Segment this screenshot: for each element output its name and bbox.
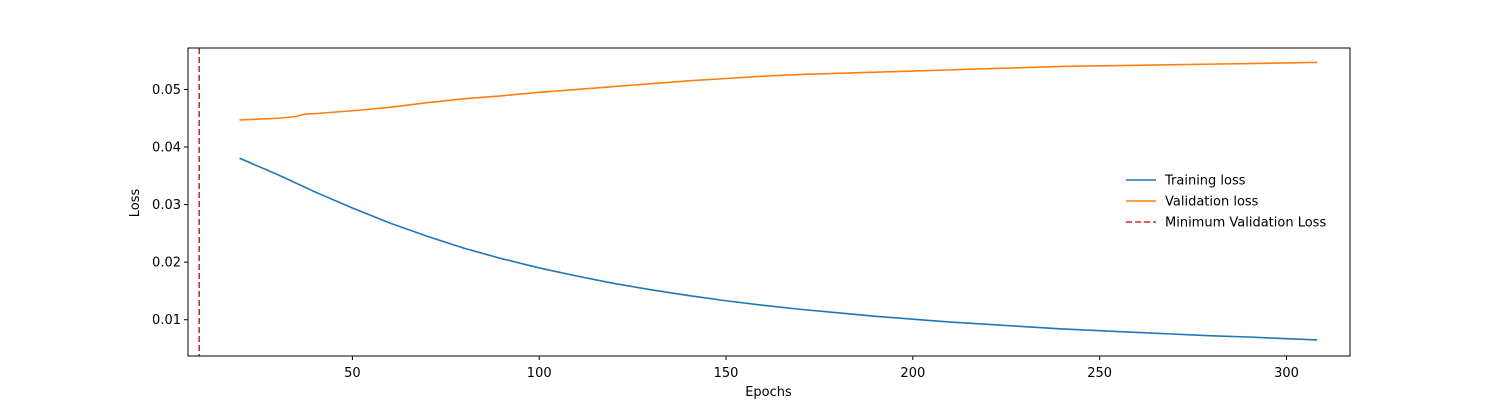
legend: Training loss Validation loss Minimum Vali… [1126, 174, 1326, 231]
plot-frame [187, 47, 1351, 357]
legend-label-validation-loss: Validation loss [1165, 195, 1259, 210]
y-tick-label: 0.03 [152, 198, 181, 213]
y-tick-label: 0.05 [152, 83, 181, 98]
y-tick-label: 0.01 [152, 313, 181, 328]
y-tick-label: 0.02 [152, 256, 181, 271]
x-tick-label: 200 [900, 366, 925, 381]
series-line-training-loss [239, 157, 1318, 341]
x-tick-label: 50 [344, 366, 361, 381]
y-axis-label: Loss [128, 189, 143, 218]
legend-label-training-loss: Training loss [1164, 174, 1246, 189]
legend-label-minimum-validation-loss: Minimum Validation Loss [1165, 216, 1326, 231]
x-tick-label: 150 [714, 366, 739, 381]
y-axis: 0.01 0.02 0.03 0.04 0.05 [152, 83, 188, 328]
x-tick-label: 300 [1274, 366, 1299, 381]
plot-area [187, 47, 1351, 357]
x-axis-label: Epochs [745, 385, 792, 400]
y-tick-label: 0.04 [152, 141, 181, 156]
x-tick-label: 250 [1087, 366, 1112, 381]
series-line-validation-loss [239, 61, 1318, 121]
x-axis: 50 100 150 200 250 300 [344, 356, 1299, 381]
x-tick-label: 100 [527, 366, 552, 381]
